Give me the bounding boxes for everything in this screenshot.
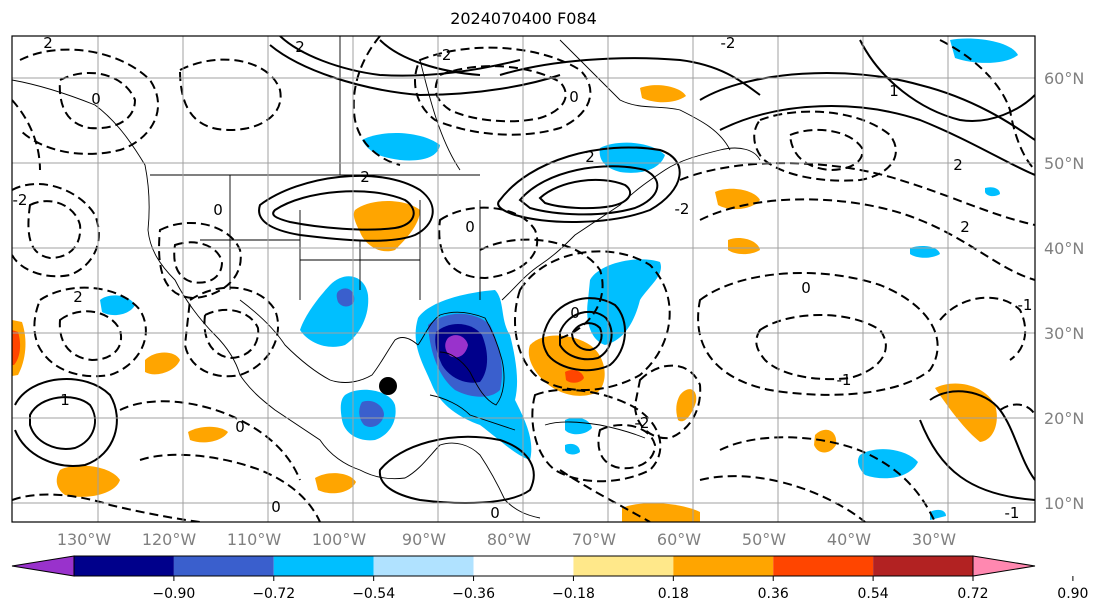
colorbar-tick-label: −0.90 [152, 586, 195, 602]
colorbar-tick-label: 0.36 [758, 586, 789, 602]
colorbar-segment [173, 556, 274, 576]
contour-label: -2 [635, 414, 650, 432]
longitude-label: 110°W [227, 530, 282, 549]
contour-label: -2 [437, 46, 452, 64]
contour-label: 2 [960, 218, 970, 236]
longitude-label: 130°W [57, 530, 112, 549]
colorbar: −0.90 −0.72 −0.54 −0.36 −0.18 0.18 0.36 0.54 0.7… [11, 555, 1088, 602]
contour-label: 2 [585, 148, 595, 166]
latitude-label: 30°N [1044, 324, 1084, 343]
contour-label: -2 [721, 34, 736, 52]
colorbar-high-extend [972, 555, 1036, 577]
colorbar-segment [273, 556, 374, 576]
graticule [12, 36, 1035, 522]
contour-label: 0 [271, 498, 281, 516]
contour-label: 2 [43, 34, 53, 52]
contour-label: 0 [91, 90, 101, 108]
colorbar-segment [673, 556, 774, 576]
contour-label: -2 [13, 191, 28, 209]
colorbar-segment [74, 556, 174, 576]
colorbar-tick-label: 0.54 [858, 586, 889, 602]
colorbar-segment [473, 556, 574, 576]
contour-layer [14, 36, 1035, 504]
longitude-label: 60°W [657, 530, 701, 549]
longitude-label: 70°W [572, 530, 616, 549]
contour-label: 0 [490, 504, 500, 522]
contour-label: -1 [1018, 296, 1033, 314]
contour-label: 1 [889, 82, 899, 100]
colorbar-tick-label: −0.18 [552, 586, 595, 602]
contour-label: 0 [801, 279, 811, 297]
colorbar-tick-label: 0.18 [658, 586, 689, 602]
contour-label: 1 [60, 391, 70, 409]
contour-label: 2 [953, 156, 963, 174]
colorbar-low-extend [11, 555, 75, 577]
contour-label: -1 [1005, 504, 1020, 522]
contour-label: 0 [569, 88, 579, 106]
longitude-label: 90°W [402, 530, 446, 549]
longitude-label: 40°W [827, 530, 871, 549]
contour-dashed-layer [12, 36, 1035, 522]
latitude-label: 60°N [1044, 69, 1084, 88]
contour-label: 2 [295, 38, 305, 56]
contour-label: 0 [465, 218, 475, 236]
contour-label: 0 [570, 304, 580, 322]
colorbar-tick-label: 0.72 [957, 586, 988, 602]
coastline-layer [12, 36, 761, 519]
colorbar-segment [573, 556, 674, 576]
contour-label: 2 [360, 168, 370, 186]
latitude-label: 40°N [1044, 239, 1084, 258]
longitude-label: 30°W [912, 530, 956, 549]
contour-label: 0 [235, 418, 245, 436]
contour-label: -1 [837, 371, 852, 389]
colorbar-segment [773, 556, 874, 576]
contour-label: 0 [213, 201, 223, 219]
longitude-label: 120°W [142, 530, 197, 549]
colorbar-tick-label: −0.36 [452, 586, 495, 602]
colorbar-tick-label: 0.90 [1057, 586, 1088, 602]
colorbar-segment [373, 556, 474, 576]
longitude-label: 80°W [487, 530, 531, 549]
latitude-label: 20°N [1044, 409, 1084, 428]
colorbar-tick-label: −0.54 [352, 586, 395, 602]
latitude-labels: 60°N 50°N 40°N 30°N 20°N 10°N [1044, 69, 1084, 513]
map-title: 2024070400 F084 [450, 9, 597, 28]
colorbar-segment [873, 556, 973, 576]
storm-center-dot [379, 377, 397, 395]
contour-label: 2 [73, 288, 83, 306]
contour-label: -2 [675, 200, 690, 218]
plot-frame [11, 35, 1036, 523]
latitude-label: 50°N [1044, 154, 1084, 173]
longitude-label: 100°W [312, 530, 367, 549]
longitude-label: 50°W [742, 530, 786, 549]
colorbar-tick-label: −0.72 [252, 586, 295, 602]
contour-label-layer: 2 0 2 -2 2 0 -2 2 0 2 -1 -2 2 0 1 -1 0 0 0 -2 2 0 -1 0 -2 1 [13, 34, 1033, 522]
latitude-label: 10°N [1044, 494, 1084, 513]
longitude-labels: 130°W 120°W 110°W 100°W 90°W 80°W 70°W 60°W 50°W… [57, 530, 956, 549]
